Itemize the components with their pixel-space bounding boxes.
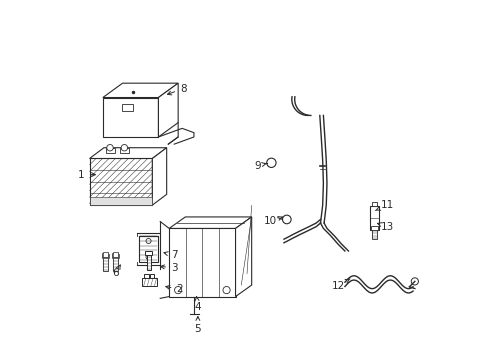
Circle shape bbox=[410, 278, 418, 285]
Bar bbox=[103, 254, 107, 271]
Text: 7: 7 bbox=[163, 250, 177, 260]
Bar bbox=[122, 104, 133, 111]
Text: 8: 8 bbox=[167, 84, 186, 95]
Polygon shape bbox=[89, 197, 152, 205]
Polygon shape bbox=[102, 83, 178, 98]
Circle shape bbox=[174, 287, 182, 294]
Circle shape bbox=[146, 238, 151, 243]
Bar bbox=[113, 254, 117, 271]
Bar bbox=[142, 278, 157, 286]
Polygon shape bbox=[158, 83, 178, 137]
Circle shape bbox=[223, 287, 230, 294]
Bar bbox=[102, 253, 109, 258]
Polygon shape bbox=[120, 148, 129, 153]
Polygon shape bbox=[169, 228, 235, 297]
Bar bbox=[112, 253, 119, 258]
Text: 11: 11 bbox=[375, 200, 393, 211]
Polygon shape bbox=[169, 217, 251, 228]
Text: 1: 1 bbox=[78, 170, 95, 180]
Bar bbox=[371, 202, 376, 206]
Text: 9: 9 bbox=[253, 161, 266, 171]
Bar bbox=[102, 253, 108, 257]
Bar bbox=[146, 252, 151, 270]
Text: 6: 6 bbox=[112, 265, 120, 278]
Polygon shape bbox=[89, 148, 166, 158]
Bar bbox=[144, 274, 148, 278]
Bar bbox=[102, 252, 108, 257]
Polygon shape bbox=[235, 217, 251, 297]
Text: 10: 10 bbox=[263, 216, 282, 226]
Bar bbox=[145, 251, 152, 255]
Polygon shape bbox=[102, 98, 158, 137]
Bar bbox=[112, 253, 118, 257]
Text: 2: 2 bbox=[165, 284, 183, 294]
Polygon shape bbox=[139, 235, 158, 262]
Circle shape bbox=[146, 255, 151, 260]
Text: 13: 13 bbox=[377, 222, 393, 231]
Polygon shape bbox=[89, 158, 152, 205]
Polygon shape bbox=[152, 148, 166, 205]
Bar bbox=[150, 274, 154, 278]
Bar bbox=[370, 226, 377, 230]
Circle shape bbox=[266, 158, 276, 167]
Text: 12: 12 bbox=[331, 279, 349, 291]
Circle shape bbox=[106, 144, 113, 151]
Circle shape bbox=[121, 144, 127, 151]
Bar bbox=[369, 206, 378, 230]
Bar bbox=[371, 228, 376, 239]
Polygon shape bbox=[105, 148, 115, 153]
Text: 3: 3 bbox=[160, 263, 177, 273]
Text: 4: 4 bbox=[194, 297, 201, 312]
Text: 5: 5 bbox=[194, 316, 201, 334]
Circle shape bbox=[282, 215, 290, 224]
Bar bbox=[113, 252, 118, 257]
